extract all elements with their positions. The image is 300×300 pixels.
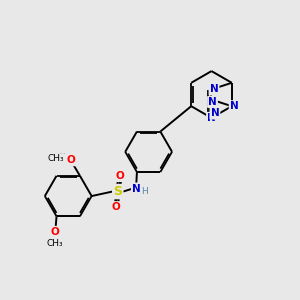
Text: N: N	[208, 97, 217, 107]
Text: O: O	[51, 227, 59, 237]
Text: O: O	[116, 171, 124, 181]
Text: O: O	[112, 202, 121, 212]
Text: O: O	[67, 155, 75, 165]
Text: CH₃: CH₃	[47, 154, 64, 163]
Text: N: N	[211, 108, 219, 118]
Text: S: S	[113, 185, 122, 198]
Text: N: N	[207, 113, 216, 123]
Text: CH₃: CH₃	[46, 239, 63, 248]
Text: N: N	[230, 101, 239, 111]
Text: methoxy: methoxy	[59, 152, 66, 154]
Text: N: N	[132, 184, 141, 194]
Text: H: H	[141, 187, 148, 196]
Text: N: N	[210, 84, 218, 94]
